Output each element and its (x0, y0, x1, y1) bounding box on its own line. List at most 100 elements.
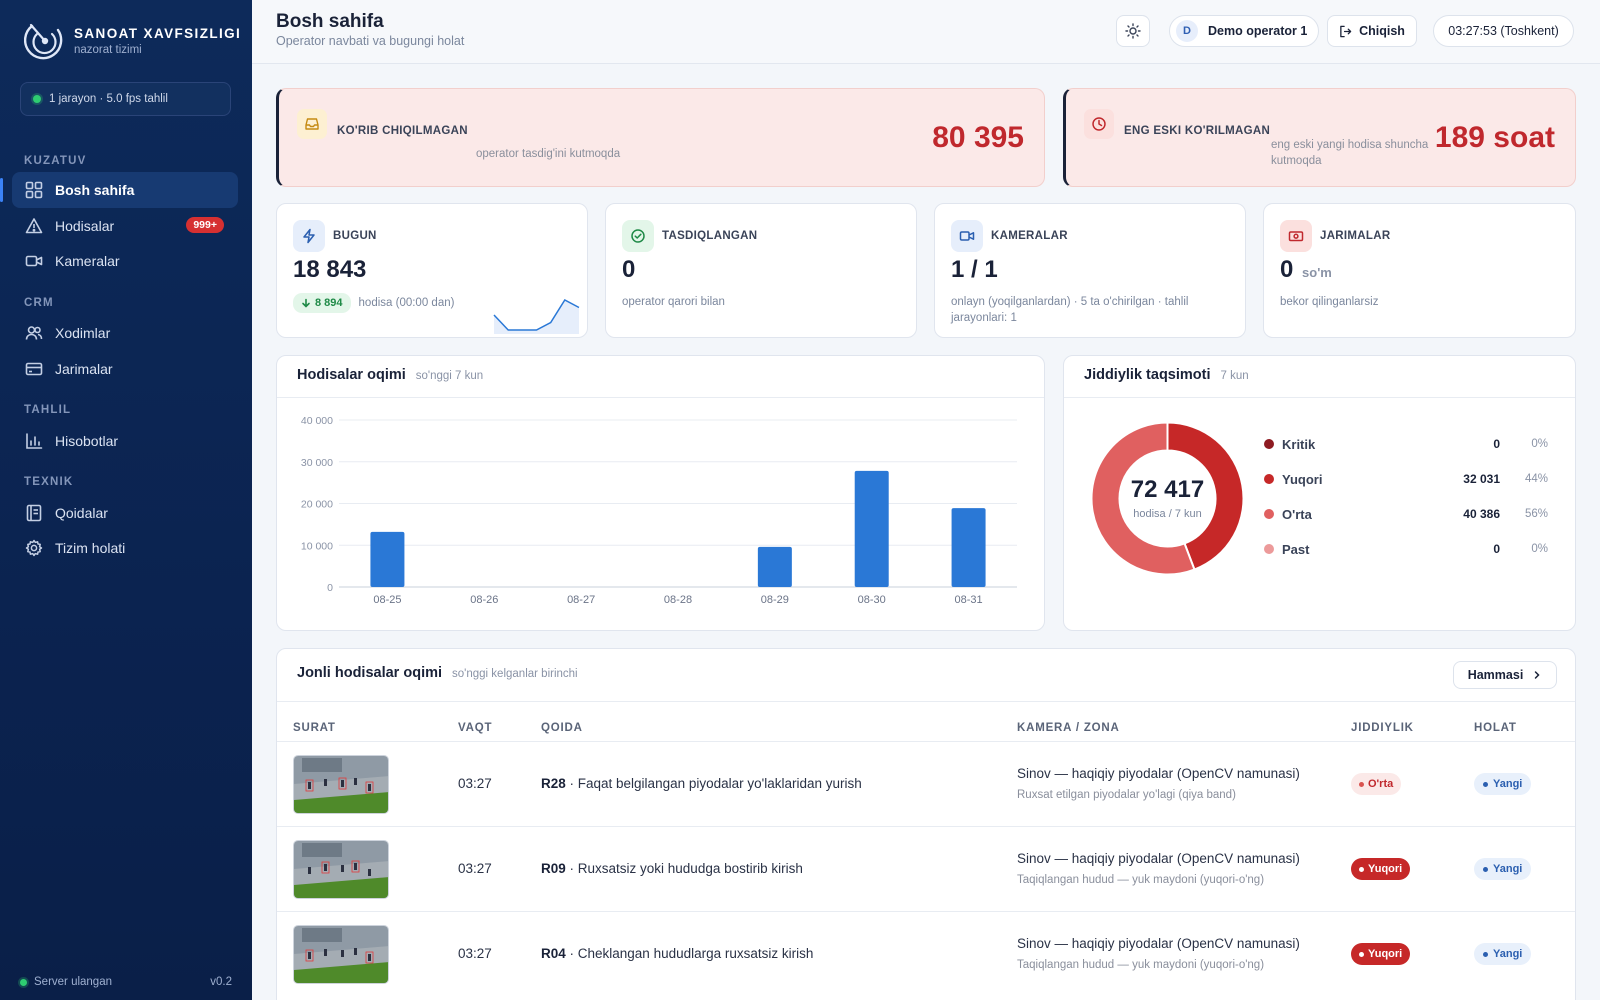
y-tick-label: 40 000 (301, 415, 333, 427)
bar[interactable] (951, 508, 986, 587)
oldest-label: ENG ESKI KO'RILMAGAN (1124, 125, 1271, 137)
bar[interactable] (757, 546, 792, 587)
user-menu-button[interactable]: D Demo operator 1 (1169, 15, 1319, 47)
unreviewed-label: KO'RIB CHIQILMAGAN (337, 125, 468, 137)
sidebar-item-events[interactable]: Hodisalar 999+ (12, 208, 238, 244)
event-time: 03:27 (458, 776, 492, 791)
oldest-unreviewed-card[interactable]: ENG ESKI KO'RILMAGAN eng eski yangi hodi… (1063, 88, 1576, 187)
sidebar-item-cameras[interactable]: Kameralar (12, 243, 238, 279)
legend-item[interactable]: O'rta 40 386 56% (1264, 504, 1548, 524)
legend-percent: 44% (1524, 473, 1548, 485)
fines-card[interactable]: JARIMALAR 0 so'm bekor qilinganlarsiz (1263, 203, 1576, 338)
sidebar-item-label: Jarimalar (55, 361, 113, 377)
today-sparkline (493, 299, 580, 334)
y-tick-label: 0 (327, 582, 333, 594)
online-dot-icon (33, 95, 41, 103)
confirmed-card[interactable]: TASDIQLANGAN 0 operator qarori bilan (605, 203, 917, 338)
server-status: Server ulangan (34, 976, 112, 988)
legend-dot-icon (1264, 439, 1274, 449)
status-badge: Yangi (1474, 858, 1532, 880)
status-badge: Yangi (1474, 943, 1532, 965)
sparkline (493, 299, 580, 331)
event-thumbnail[interactable] (293, 840, 389, 899)
brand[interactable]: SANOAT XAVFSIZLIGI nazorat tizimi (24, 20, 241, 62)
table-row[interactable]: 03:27 R28 · Faqat belgilangan piyodalar … (277, 741, 1575, 826)
legend-percent: 56% (1524, 508, 1548, 520)
rule-text: · Ruxsatsiz yoki hududga bostirib kirish (565, 861, 803, 876)
confirmed-label: TASDIQLANGAN (662, 230, 758, 242)
table-row[interactable]: 03:27 R04 · Cheklangan hududlarga ruxsat… (277, 911, 1575, 996)
nav-section-texnik: TEXNIK (24, 476, 74, 488)
legend-name: O'rta (1282, 506, 1312, 522)
col-header-camera: KAMERA / ZONA (1017, 722, 1120, 734)
logout-icon (1340, 25, 1352, 37)
logout-button[interactable]: Chiqish (1327, 15, 1417, 47)
sidebar-item-fines[interactable]: Jarimalar (12, 351, 238, 387)
rule-text: · Cheklangan hududlarga ruxsatsiz kirish (565, 946, 814, 961)
fines-value-row: 0 so'm (1280, 256, 1332, 284)
legend-percent: 0% (1531, 543, 1548, 555)
severity-badge: Yuqori (1351, 943, 1411, 965)
top-header: Bosh sahifa Operator navbati va bugungi … (252, 0, 1600, 64)
events-flow-title: Hodisalar oqimi so'nggi 7 kun (297, 367, 483, 383)
sidebar-item-label: Hodisalar (55, 218, 115, 234)
credit-card-icon (25, 362, 43, 376)
events-bar-chart: 0 10 000 20 000 30 000 40 000 08-25 08-26 08-27… (301, 415, 1017, 606)
live-title: Jonli hodisalar oqimi so'nggi kelganlar b… (297, 665, 578, 681)
live-events-card: Jonli hodisalar oqimi so'nggi kelganlar b… (276, 648, 1576, 1000)
legend-name: Yuqori (1282, 471, 1323, 487)
bar[interactable] (370, 531, 405, 587)
events-flow-subtitle: so'nggi 7 kun (415, 370, 484, 382)
today-card[interactable]: BUGUN 18 843 8 894 hodisa (00:00 dan) (276, 203, 588, 338)
table-row[interactable]: 03:27 R09 · Ruxsatsiz yoki hududga bosti… (277, 826, 1575, 911)
bar[interactable] (854, 470, 889, 587)
event-thumbnail[interactable] (293, 925, 389, 984)
severity-total: 72 417 (1130, 476, 1205, 503)
clock-icon (1084, 109, 1114, 139)
rule-code: R04 (541, 946, 566, 961)
avatar: D (1176, 20, 1198, 42)
severity-subtitle: 7 kun (1220, 370, 1249, 382)
severity-total-label: hodisa / 7 kun (1133, 508, 1202, 520)
sidebar-item-home[interactable]: Bosh sahifa (0, 172, 238, 208)
event-rule: R28 · Faqat belgilangan piyodalar yo'lak… (541, 776, 862, 791)
nav-section-tahlil: TAHLIL (24, 404, 72, 416)
theme-toggle-button[interactable] (1116, 15, 1150, 47)
page-subtitle: Operator navbati va bugungi holat (276, 34, 465, 48)
severity-text: Yuqori (1368, 948, 1403, 960)
col-header-status: HOLAT (1474, 722, 1517, 734)
sidebar-item-rules[interactable]: Qoidalar (12, 495, 238, 531)
view-all-button[interactable]: Hammasi (1453, 661, 1557, 689)
severity-badge: Yuqori (1351, 858, 1411, 880)
legend-item[interactable]: Past 0 0% (1264, 539, 1548, 559)
unreviewed-card[interactable]: KO'RIB CHIQILMAGAN operator tasdig'ini k… (276, 88, 1045, 187)
sidebar-item-reports[interactable]: Hisobotlar (12, 423, 238, 459)
event-zone: Ruxsat etilgan piyodalar yo'lagi (qiya b… (1017, 789, 1236, 801)
video-camera-icon (25, 255, 43, 267)
col-header-time: VAQT (458, 722, 493, 734)
legend-item[interactable]: Yuqori 32 031 44% (1264, 469, 1548, 489)
event-camera: Sinov — haqiqiy piyodalar (OpenCV namuna… (1017, 766, 1300, 781)
fines-unit: so'm (1302, 265, 1332, 280)
unreviewed-sub: operator tasdig'ini kutmoqda (476, 148, 621, 160)
brand-title: SANOAT XAVFSIZLIGI (74, 26, 242, 41)
clock-text: 03:27:53 (Toshkent) (1448, 24, 1559, 38)
cameras-card[interactable]: KAMERALAR 1 / 1 onlayn (yoqilganlardan) … (934, 203, 1246, 338)
legend-value: 0 (1493, 542, 1500, 556)
legend-item[interactable]: Kritik 0 0% (1264, 434, 1548, 454)
sidebar-item-label: Bosh sahifa (55, 182, 135, 198)
pipeline-status-text: 1 jarayon · 5.0 fps tahlil (49, 93, 168, 105)
event-zone: Taqiqlangan hudud — yuk maydoni (yuqori-… (1017, 959, 1265, 971)
col-header-photo: SURAT (293, 722, 336, 734)
users-icon (25, 326, 43, 340)
divider (1064, 397, 1575, 398)
event-thumbnail[interactable] (293, 755, 389, 814)
col-header-rule: QOIDA (541, 722, 583, 734)
event-rule: R09 · Ruxsatsiz yoki hududga bostirib ki… (541, 861, 803, 876)
legend-dot-icon (1264, 474, 1274, 484)
nav-section-crm: CRM (24, 297, 54, 309)
legend-dot-icon (1264, 544, 1274, 554)
sidebar-item-system[interactable]: Tizim holati (12, 530, 238, 566)
clock: 03:27:53 (Toshkent) (1433, 15, 1574, 47)
sidebar-item-staff[interactable]: Xodimlar (12, 315, 238, 351)
